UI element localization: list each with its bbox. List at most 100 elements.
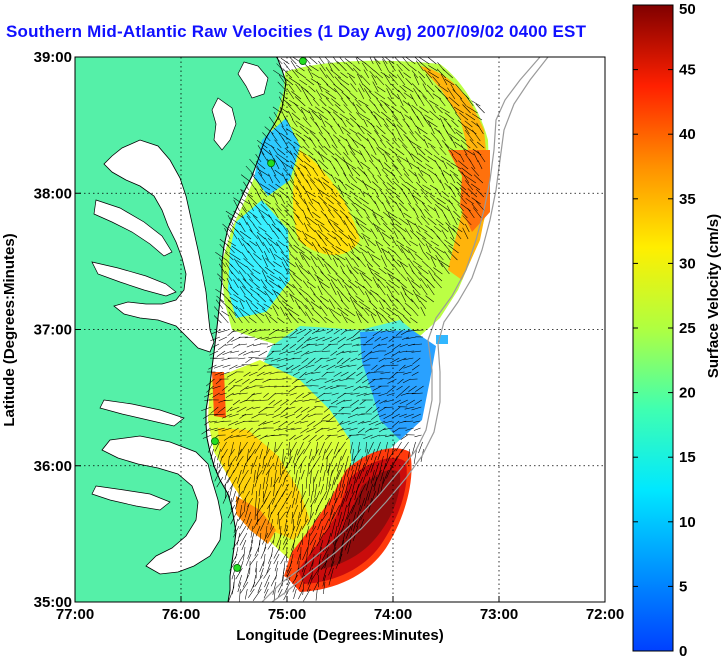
velocity-arrow	[368, 300, 378, 310]
velocity-arrow	[298, 455, 307, 469]
velocity-arrow	[462, 215, 472, 226]
velocity-arrow	[316, 81, 323, 93]
velocity-arrow	[268, 183, 278, 191]
velocity-arrow	[312, 581, 319, 593]
velocity-arrow	[377, 174, 386, 184]
velocity-arrow	[235, 364, 245, 369]
velocity-arrow	[274, 560, 279, 572]
velocity-arrow	[258, 420, 267, 427]
velocity-arrow	[249, 229, 259, 240]
velocity-arrow	[299, 287, 309, 296]
velocity-arrow	[423, 138, 429, 149]
velocity-arrow	[330, 279, 337, 289]
velocity-arrow	[396, 74, 406, 86]
velocity-arrow	[448, 199, 457, 212]
velocity-arrow	[330, 385, 340, 390]
velocity-arrow	[222, 385, 228, 391]
velocity-arrow	[273, 290, 281, 303]
velocity-arrow	[363, 208, 370, 219]
velocity-arrow	[340, 299, 350, 310]
velocity-arrow	[380, 217, 388, 226]
velocity-arrow	[309, 532, 318, 546]
velocity-arrow	[227, 455, 230, 467]
velocity-arrow	[369, 159, 378, 170]
velocity-arrow	[367, 133, 376, 142]
velocity-arrow	[410, 93, 418, 107]
velocity-arrow	[276, 357, 288, 362]
velocity-arrow	[230, 497, 232, 511]
velocity-arrow	[238, 441, 241, 456]
velocity-arrow	[356, 231, 364, 240]
velocity-arrow	[224, 286, 232, 296]
velocity-arrow	[325, 91, 337, 100]
velocity-arrow	[278, 469, 284, 483]
velocity-arrow	[306, 216, 318, 226]
velocity-arrow	[236, 532, 241, 546]
velocity-arrow	[330, 553, 336, 567]
velocity-arrow	[317, 223, 323, 233]
velocity-arrow	[297, 317, 306, 324]
velocity-arrow	[294, 399, 303, 402]
velocity-arrow	[259, 434, 268, 440]
velocity-arrow	[240, 329, 249, 335]
x-tick-label: 73:00	[480, 606, 518, 623]
velocity-arrow	[390, 171, 400, 184]
velocity-arrow	[353, 385, 361, 391]
velocity-arrow	[246, 392, 255, 400]
velocity-arrow	[294, 299, 301, 310]
velocity-arrow	[324, 57, 332, 65]
velocity-arrow	[362, 180, 369, 191]
velocity-arrow	[300, 271, 310, 282]
velocity-arrow	[306, 281, 316, 289]
velocity-arrow	[370, 228, 378, 240]
velocity-arrow	[399, 202, 408, 212]
velocity-arrow	[386, 88, 393, 100]
velocity-arrow	[359, 385, 368, 388]
velocity-arrow	[371, 364, 378, 371]
colorbar-label: Surface Velocity (cm/s)	[705, 214, 722, 378]
velocity-arrow	[326, 455, 335, 474]
velocity-arrow	[408, 151, 416, 163]
velocity-arrow	[382, 118, 389, 128]
velocity-arrow	[416, 231, 427, 240]
velocity-arrow	[242, 462, 247, 474]
velocity-arrow	[255, 560, 258, 573]
velocity-arrow	[304, 371, 314, 376]
velocity-arrow	[328, 343, 339, 345]
velocity-arrow	[242, 490, 250, 504]
velocity-arrow	[332, 413, 344, 415]
velocity-arrow	[400, 434, 408, 440]
velocity-arrow	[418, 225, 428, 233]
velocity-arrow	[464, 120, 473, 128]
velocity-arrow	[227, 469, 235, 484]
velocity-arrow	[398, 89, 407, 100]
velocity-arrow	[453, 106, 464, 114]
velocity-arrow	[419, 76, 427, 86]
velocity-arrow	[414, 223, 421, 233]
velocity-arrow	[303, 161, 315, 170]
velocity-arrow	[393, 230, 399, 240]
velocity-arrow	[307, 406, 317, 413]
velocity-arrow	[432, 277, 442, 289]
velocity-arrow	[278, 96, 285, 107]
velocity-arrow	[246, 406, 254, 411]
velocity-arrow	[402, 336, 409, 340]
y-tick-label: 39:00	[34, 49, 72, 66]
velocity-arrow	[398, 69, 405, 79]
velocity-arrow	[232, 392, 241, 396]
velocity-arrow	[372, 81, 379, 93]
velocity-arrow	[401, 63, 410, 72]
colorbar-tick-label: 0	[679, 643, 687, 659]
velocity-arrow	[362, 285, 372, 296]
velocity-arrow	[307, 574, 312, 586]
velocity-arrow	[386, 182, 397, 191]
velocity-arrow	[344, 284, 351, 296]
velocity-arrow	[408, 257, 415, 268]
velocity-arrow	[246, 343, 255, 348]
velocity-arrow	[281, 455, 286, 469]
velocity-arrow	[357, 357, 365, 361]
velocity-arrow	[326, 476, 329, 491]
velocity-arrow	[294, 420, 302, 425]
velocity-arrow	[366, 150, 374, 163]
velocity-arrow	[386, 210, 398, 219]
